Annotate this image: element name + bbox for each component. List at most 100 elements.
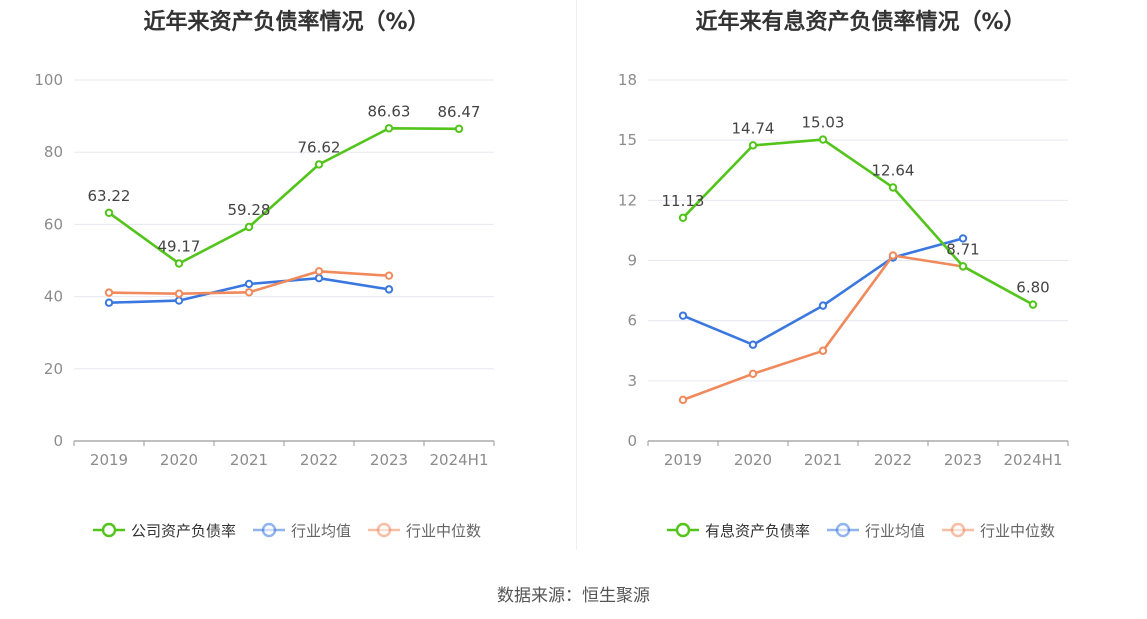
x-tick-label-2020: 2020: [160, 451, 198, 469]
data-label-2022: 76.62: [298, 138, 341, 156]
y-tick-label-0: 0: [53, 432, 63, 450]
legend-label: 行业均值: [864, 521, 925, 540]
legend-label: 行业中位数: [980, 521, 1056, 540]
y-tick-label-18: 18: [618, 71, 637, 89]
data-point-s2-2023: [384, 271, 394, 280]
data-label-2024h1: 6.80: [1016, 279, 1049, 297]
legend-label: 行业中位数: [406, 521, 482, 540]
line-chart-interest-bearing-debt-ratio: 0 3 6 9 12 15 18 2019 2020 2021 2022 2023 2024H1 11.1…: [618, 71, 1069, 469]
y-tick-label-15: 15: [618, 131, 637, 149]
y-tick-label-0: 0: [627, 432, 637, 450]
data-label-2020: 49.17: [158, 237, 201, 255]
chart-title: 近年来资产负债率情况（%）: [143, 10, 430, 35]
x-tick-label-2022: 2022: [300, 451, 338, 469]
legend-item-0[interactable]: 有息资产负债率: [666, 520, 810, 541]
data-point-s1-2021: [244, 279, 254, 289]
data-point-s2-2019: [104, 288, 114, 297]
x-tick-label-2021: 2021: [230, 451, 268, 469]
data-point-s0-2021: [818, 135, 828, 144]
data-label-2019: 63.22: [88, 187, 131, 205]
data-label-2023: 86.63: [368, 102, 411, 120]
x-tick-label-2019: 2019: [664, 451, 702, 469]
y-tick-label-3: 3: [627, 372, 637, 390]
y-tick-label-60: 60: [44, 215, 63, 233]
y-tick-label-40: 40: [44, 288, 63, 306]
data-point-s0-2023: [384, 124, 394, 133]
data-point-s0-2024h1: [1028, 300, 1038, 309]
x-tick-label-2024h1: 2024H1: [430, 451, 489, 469]
data-point-s1-2019: [104, 298, 114, 307]
data-point-s0-2020: [174, 259, 184, 268]
y-tick-label-12: 12: [618, 191, 637, 209]
data-point-s0-2024h1: [454, 124, 464, 134]
x-tick-label-2023: 2023: [370, 451, 408, 469]
data-point-s0-2023: [958, 262, 968, 271]
legend-circle: [835, 522, 851, 538]
legend-circle: [675, 522, 691, 538]
data-point-s1-2023: [384, 285, 394, 294]
series-line-2: [682, 254, 964, 402]
x-tick-label-2019: 2019: [90, 451, 128, 469]
data-point-s2-2021: [818, 346, 828, 355]
x-tick-label-2024h1: 2024H1: [1004, 451, 1063, 469]
line-chart-debt-ratio: 0 20 40 60 80 100 2019 2020 2021 2022 2023 2024H1 63…: [34, 71, 495, 469]
legend-circle: [261, 522, 277, 538]
x-tick-label-2023: 2023: [944, 451, 982, 469]
legend-label: 公司资产负债率: [130, 521, 236, 540]
legend-line-marker-icon: [252, 522, 285, 538]
data-point-s0-2019: [104, 208, 114, 217]
y-tick-label-80: 80: [44, 143, 63, 161]
data-point-s2-2020: [174, 289, 184, 298]
data-point-s0-2019: [678, 213, 688, 222]
data-point-s1-2023: [958, 234, 968, 243]
legend-label: 有息资产负债率: [704, 521, 810, 540]
data-point-s2-2020: [748, 369, 758, 379]
data-point-s0-2020: [748, 141, 758, 150]
data-point-s0-2021: [244, 222, 254, 232]
data-point-s0-2022: [888, 183, 898, 192]
data-point-s1-2022: [314, 273, 324, 283]
data-point-s1-2020: [174, 296, 184, 305]
data-point-s1-2020: [748, 340, 758, 349]
chart-legend: 有息资产负债率 行业均值 行业中位数: [574, 516, 1147, 544]
legend-line-marker-icon: [826, 522, 859, 538]
legend-item-0[interactable]: 公司资产负债率: [92, 520, 236, 541]
data-point-s2-2022: [314, 267, 324, 276]
legend-line-marker-icon: [92, 522, 125, 538]
legend-line-marker-icon: [368, 522, 400, 538]
y-tick-label-9: 9: [627, 252, 637, 270]
legend-item-2[interactable]: 行业中位数: [941, 520, 1055, 541]
legend-item-1[interactable]: 行业均值: [826, 520, 925, 541]
legend-line-marker-icon: [942, 522, 974, 538]
legend-circle: [950, 522, 966, 538]
data-label-2020: 14.74: [732, 119, 775, 137]
legend-circle: [376, 522, 392, 538]
legend-item-1[interactable]: 行业均值: [252, 520, 351, 541]
data-point-s2-2019: [678, 395, 688, 405]
data-point-s0-2022: [314, 160, 324, 169]
x-tick-label-2022: 2022: [874, 451, 912, 469]
data-source-note: 数据来源：恒生聚源: [497, 586, 650, 606]
chart-panel-debt-ratio: 近年来资产负债率情况（%） 0 20 40 60 80 100 2019 2020 2021 20…: [0, 0, 573, 560]
y-tick-label-6: 6: [627, 312, 637, 330]
legend-label: 行业均值: [290, 521, 351, 540]
x-tick-label-2021: 2021: [804, 451, 842, 469]
data-label-2019: 11.13: [662, 192, 705, 210]
data-point-s1-2021: [818, 301, 828, 310]
data-label-2021: 15.03: [802, 114, 845, 132]
data-label-2024h1: 86.47: [438, 103, 481, 121]
chart-panel-interest-bearing-debt-ratio: 近年来有息资产负债率情况（%） 0 3 6 9 12 15 18 2019 2020 2021 20…: [574, 0, 1147, 560]
series-line-1: [682, 237, 964, 346]
panel-divider: [576, 0, 577, 550]
data-point-s2-2021: [244, 288, 254, 297]
data-label-2023: 8.71: [946, 240, 979, 258]
series-line-0: [682, 138, 1034, 306]
legend-item-2[interactable]: 行业中位数: [367, 520, 481, 541]
data-label-2022: 12.64: [872, 161, 915, 179]
y-tick-label-100: 100: [34, 71, 63, 89]
y-tick-label-20: 20: [44, 360, 63, 378]
x-tick-label-2020: 2020: [734, 451, 772, 469]
legend-circle: [101, 522, 117, 538]
chart-legend: 公司资产负债率 行业均值 行业中位数: [0, 516, 573, 544]
data-point-s1-2019: [678, 311, 688, 320]
